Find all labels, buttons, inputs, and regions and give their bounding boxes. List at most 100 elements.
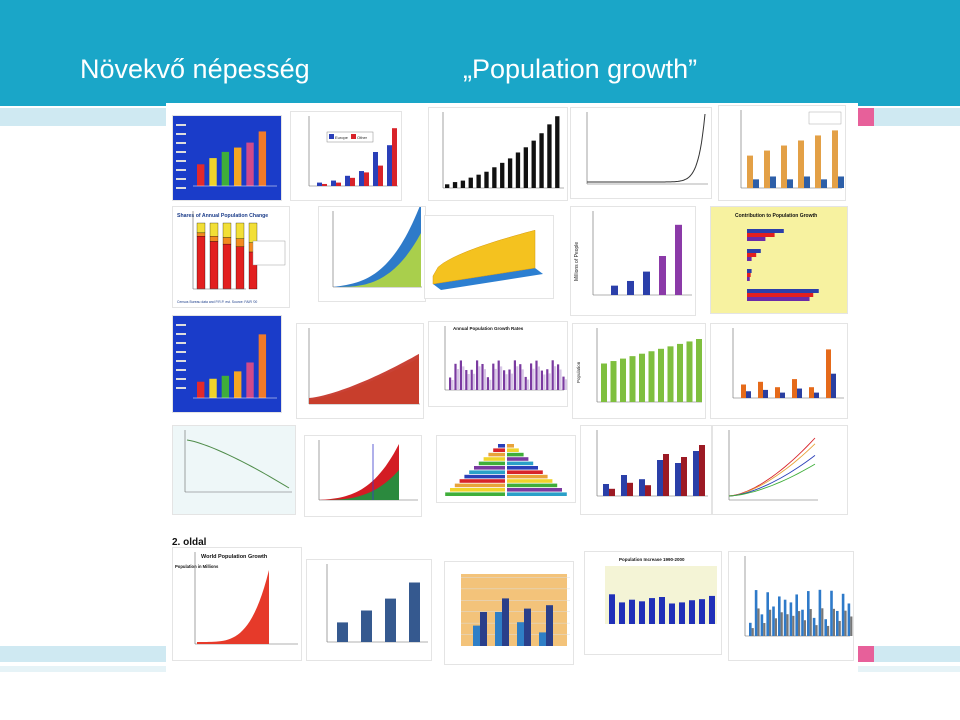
bar: [831, 373, 836, 398]
bar: [449, 377, 452, 390]
bar: [611, 285, 618, 295]
bar: [667, 346, 674, 402]
bar: [246, 362, 254, 398]
chart-thumbnail: [436, 435, 576, 503]
chart-thumbnail-svg: [744, 556, 853, 637]
bar: [507, 474, 548, 479]
chart-thumbnail-svg: [326, 564, 428, 643]
series-line: [728, 455, 816, 497]
series-line: [728, 437, 816, 497]
series-line: [728, 463, 816, 497]
chart-thumbnail: Europe Other: [290, 111, 402, 201]
slide-header: Növekvő népesség „Population growth”: [0, 0, 960, 106]
bar: [747, 277, 750, 281]
bar: [451, 380, 454, 390]
bar: [643, 271, 650, 295]
bar: [507, 492, 567, 496]
bar: [795, 594, 798, 636]
bar: [801, 609, 804, 636]
chart-thumbnail-svg: Population: [576, 328, 702, 403]
bar: [815, 625, 818, 636]
bar: [627, 482, 633, 496]
bar: [774, 618, 777, 636]
bar: [555, 116, 560, 188]
bar: [699, 599, 705, 624]
bar: [469, 470, 505, 474]
bar: [459, 479, 505, 483]
axis-label: Millions of People: [574, 242, 580, 281]
chart-thumbnail-svg: [318, 440, 418, 501]
bar: [789, 602, 793, 636]
chart-thumbnail-svg: Annual Population Growth Rates: [444, 326, 567, 391]
bar-segment: [235, 238, 245, 247]
chart-thumbnail-svg: Millions of People: [574, 211, 692, 296]
bar: [460, 180, 466, 188]
bar: [783, 599, 787, 636]
bar: [753, 179, 759, 188]
bar: [459, 360, 462, 390]
bar: [510, 373, 513, 390]
bar: [539, 632, 546, 646]
chart-thumbnail-svg: [173, 116, 281, 200]
area: [432, 229, 536, 285]
chart-thumbnail: [718, 105, 846, 201]
bar: [497, 360, 500, 390]
chart-thumbnail: [304, 435, 422, 517]
bar: [787, 179, 793, 188]
bar-segment: [196, 232, 206, 237]
area: [197, 570, 269, 644]
bar: [747, 257, 752, 261]
bar: [627, 280, 634, 295]
bar: [747, 253, 757, 257]
bar: [747, 269, 752, 273]
chart-thumbnail: [306, 559, 432, 661]
pink-accent-top: [858, 108, 874, 126]
bar: [445, 492, 505, 496]
series-line: [587, 113, 706, 183]
bar: [197, 164, 205, 186]
collage-section-label: 2. oldal: [172, 537, 207, 548]
bar: [747, 155, 753, 188]
bar: [675, 463, 681, 496]
bar: [747, 249, 761, 253]
bar: [537, 366, 540, 390]
chart-thumbnail-svg: World Population Growth Population in Mil…: [175, 552, 298, 645]
bar: [474, 466, 505, 470]
bar: [484, 171, 489, 188]
bar: [758, 381, 763, 398]
bar-segment: [222, 243, 232, 290]
bar: [507, 488, 562, 492]
bar: [754, 590, 758, 636]
bar: [850, 616, 853, 636]
bar: [619, 602, 625, 624]
bar: [763, 389, 768, 398]
bar: [559, 369, 562, 390]
bar: [769, 609, 772, 636]
bar: [331, 180, 336, 186]
bar: [601, 363, 607, 402]
bar: [747, 289, 819, 293]
bar: [679, 602, 685, 624]
decorative-strip-bottom-right: [856, 646, 960, 662]
chart-thumbnail: Population Increase 1990-2000: [584, 551, 722, 655]
bar: [699, 445, 705, 496]
bar: [747, 229, 784, 233]
bar: [258, 334, 267, 398]
bar: [507, 452, 524, 457]
bar: [450, 488, 505, 492]
chart-title: World Population Growth: [201, 554, 268, 560]
bar-segment: [222, 237, 232, 245]
chart-thumbnail: [570, 107, 712, 199]
chart-thumbnail-svg: [442, 112, 564, 189]
bar: [465, 370, 468, 390]
bar: [476, 360, 479, 390]
bar: [827, 625, 830, 636]
bar: [696, 339, 702, 402]
series-line: [728, 443, 816, 497]
bar: [610, 361, 617, 402]
bar: [649, 598, 655, 624]
bar: [832, 608, 835, 636]
bar: [760, 614, 764, 636]
chart-thumbnail: Contribution to Population Growth: [710, 206, 848, 314]
bar: [445, 184, 450, 188]
